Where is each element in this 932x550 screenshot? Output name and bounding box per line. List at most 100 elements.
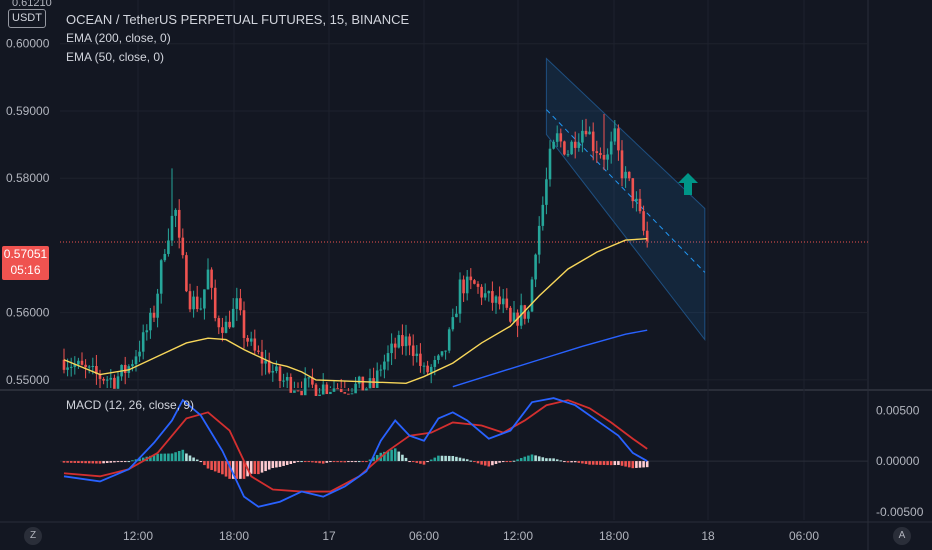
candle	[602, 114, 606, 171]
candle-body	[300, 390, 303, 396]
macd-histogram-bar	[192, 457, 195, 462]
candle-body	[491, 291, 494, 303]
candle	[235, 287, 239, 321]
candle-body	[620, 150, 624, 179]
candle	[541, 196, 545, 231]
x-tick-label: 06:00	[789, 529, 819, 543]
candle	[134, 349, 138, 372]
macd-histogram-bar	[437, 455, 440, 462]
candle-body	[606, 154, 609, 160]
zoom-button[interactable]: Z	[24, 527, 42, 545]
candle-body	[638, 198, 642, 212]
macd-histogram-bar	[213, 461, 217, 472]
candle	[354, 376, 357, 394]
macd-histogram-bar	[332, 461, 336, 463]
currency-button[interactable]: USDT	[8, 9, 46, 28]
macd-histogram-bar	[606, 461, 609, 466]
macd-histogram-bar	[260, 461, 264, 473]
candle-body	[131, 364, 134, 367]
candle-body	[177, 209, 181, 238]
macd-histogram-bar	[401, 454, 404, 462]
candle	[249, 331, 253, 346]
candle-body	[199, 308, 203, 310]
candle	[289, 373, 293, 393]
candle	[188, 283, 192, 313]
candle	[336, 383, 339, 390]
candle-body	[116, 376, 120, 389]
candle	[267, 352, 271, 375]
auto-scale-button[interactable]: A	[893, 527, 911, 545]
macd-histogram-bar	[624, 461, 627, 467]
candle-body	[235, 298, 239, 309]
candle	[149, 307, 152, 339]
candle	[275, 360, 278, 374]
macd-histogram-bar	[408, 461, 411, 463]
macd-legend[interactable]: MACD (12, 26, close, 9)	[66, 398, 195, 412]
candle-body	[617, 128, 620, 151]
candle-body	[275, 366, 278, 372]
candle-body	[192, 296, 195, 310]
arrow-up-icon	[678, 173, 698, 195]
ema50-legend[interactable]: EMA (50, close, 0)	[66, 50, 165, 64]
candle-body	[149, 312, 152, 331]
candle-body	[566, 154, 570, 156]
candle	[426, 360, 429, 375]
macd-histogram-bar	[365, 461, 368, 463]
candle-body	[231, 308, 235, 328]
candle-body	[203, 289, 206, 309]
macd-histogram-bar	[617, 461, 620, 465]
candle-body	[462, 279, 465, 294]
candle	[253, 329, 257, 355]
candle-body	[555, 133, 559, 142]
macd-histogram-bar	[613, 461, 617, 466]
macd-histogram-bar	[419, 461, 422, 464]
macd-histogram-bar	[390, 449, 393, 462]
channel-midline	[546, 109, 706, 273]
candle-body	[440, 351, 444, 356]
macd-histogram-bar	[188, 455, 192, 462]
macd-histogram-bar	[534, 455, 537, 462]
parallel-channel[interactable]	[545, 57, 706, 342]
candle	[415, 345, 419, 363]
macd-histogram-bar	[591, 461, 595, 465]
candle	[595, 140, 599, 163]
macd-histogram-bar	[224, 461, 228, 477]
candle-body	[365, 388, 368, 391]
candle	[422, 362, 426, 375]
candle-body	[246, 337, 249, 342]
candle	[177, 199, 181, 249]
macd-histogram-bar	[501, 461, 505, 463]
candle	[278, 364, 282, 388]
candle	[221, 317, 224, 342]
candle	[314, 382, 318, 396]
candle-body	[347, 393, 350, 395]
candle-body	[401, 335, 404, 347]
macd-histogram-bar	[552, 458, 555, 462]
candle	[170, 168, 174, 247]
candle	[530, 276, 534, 313]
candle	[523, 304, 527, 325]
macd-histogram-bar	[80, 461, 84, 464]
candle	[95, 354, 98, 385]
candle-body	[613, 128, 617, 142]
candle-body	[105, 379, 109, 381]
macd-histogram-bar	[203, 461, 206, 466]
candle-body	[563, 141, 566, 155]
candle-body	[318, 394, 321, 396]
candle	[581, 119, 584, 153]
symbol-title[interactable]: OCEAN / TetherUS PERPETUAL FUTURES, 15, …	[66, 12, 410, 27]
candle	[519, 293, 523, 330]
macd-histogram-bar	[174, 452, 177, 462]
macd-histogram-bar	[375, 455, 379, 462]
candle-body	[332, 388, 336, 392]
candle-body	[69, 366, 73, 368]
candle-body	[109, 377, 113, 380]
macd-histogram-bar	[642, 461, 645, 468]
last-price-value: 0.57051	[3, 247, 48, 261]
ema200-legend[interactable]: EMA (200, close, 0)	[66, 31, 171, 45]
candle-body	[487, 291, 491, 294]
candle	[419, 343, 422, 373]
candle-body	[325, 384, 329, 395]
candle-body	[228, 321, 231, 328]
